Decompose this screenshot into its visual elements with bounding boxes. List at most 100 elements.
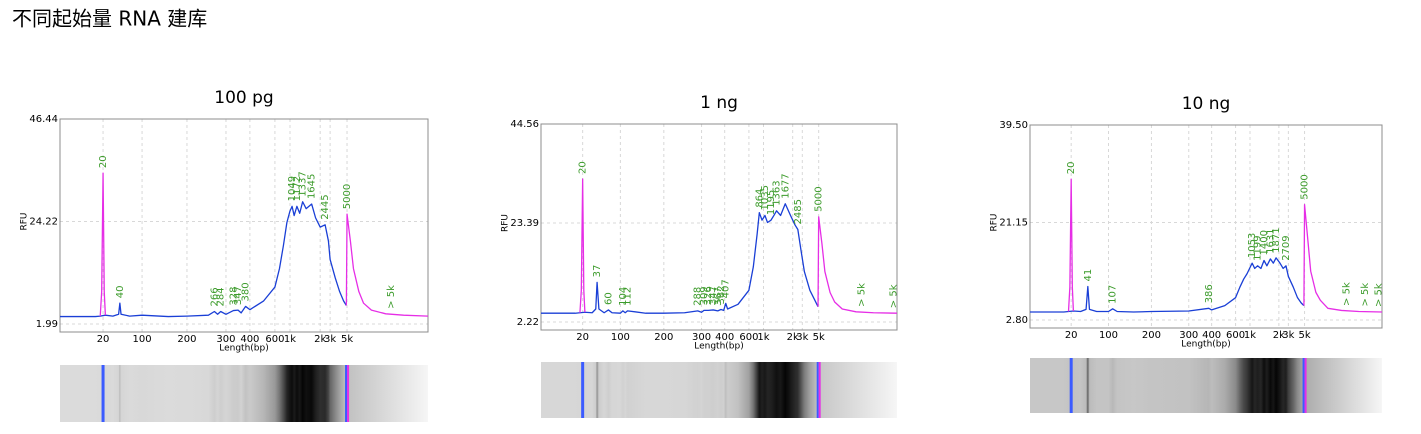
gel-image (60, 365, 428, 422)
trace-line (1067, 178, 1075, 312)
x-tick-label: 400 (1202, 330, 1221, 341)
peak-label: > 5k (888, 284, 899, 308)
x-tick-label: 2k (787, 332, 799, 343)
gel-image (1030, 358, 1382, 413)
peak-label: 5000 (342, 184, 353, 209)
peak-label: > 5k (856, 283, 867, 307)
x-tick-label: 300 (1179, 330, 1198, 341)
peak-label: > 5k (386, 285, 397, 309)
peak-label: 40 (115, 285, 126, 298)
peak-label: 266 (209, 287, 220, 306)
peak-label: 20 (1066, 161, 1077, 174)
peak-label: 328 (228, 286, 239, 305)
y-tick-label: 23.39 (510, 218, 539, 229)
x-tick-label: 200 (177, 334, 196, 345)
plot-frame (59, 118, 429, 333)
peak-label: 107 (1108, 285, 1119, 304)
x-tick-label: 5k (341, 334, 353, 345)
panel: 100 pg 1.99 24.22 46.44 20 100 200 300 400 600 1k 2… (20, 88, 429, 422)
x-tick-label: 200 (654, 332, 673, 343)
peak-label: 1195 (766, 190, 777, 215)
peak-label: 1199 (1253, 235, 1264, 260)
peak-label: 1053 (1247, 233, 1258, 258)
x-tick-label: 300 (692, 332, 711, 343)
x-tick-label: 3k (324, 334, 336, 345)
peak-label: 2445 (320, 194, 331, 219)
peak-label: 60 (603, 292, 614, 305)
trace-line (345, 213, 429, 317)
peak-label: 284 (216, 287, 227, 306)
x-tick-label: 20 (576, 332, 589, 343)
x-tick-label: 3k (796, 332, 808, 343)
trace-line (579, 178, 586, 313)
peak-label: > 5k (1360, 283, 1371, 307)
peak-label: > 5k (1342, 282, 1353, 306)
peak-label: 1172 (292, 176, 303, 201)
peak-label: 5000 (814, 186, 825, 211)
y-tick-label: 39.50 (999, 120, 1028, 131)
peak-label: 382 (716, 285, 727, 304)
x-tick-label: 100 (1099, 330, 1118, 341)
peak-label: 20 (98, 155, 109, 168)
x-tick-label: 600 (739, 332, 758, 343)
peak-label: 407 (721, 279, 732, 298)
x-tick-label: 1k (757, 332, 769, 343)
trace-line (99, 172, 107, 317)
y-axis-label: RFU (20, 212, 30, 230)
x-tick-label: 600 (265, 334, 284, 345)
x-tick-label: 2k (1273, 330, 1285, 341)
peak-label: 1645 (307, 174, 318, 199)
y-tick-label: 24.22 (29, 216, 58, 227)
y-axis-label: RFU (501, 214, 511, 232)
y-tick-label: 2.22 (517, 317, 539, 328)
x-tick-label: 600 (1226, 330, 1245, 341)
x-tick-label: 400 (240, 334, 259, 345)
peak-label: 380 (241, 282, 252, 301)
x-axis-label: Length(bp) (694, 342, 744, 352)
peak-label: 347 (708, 286, 719, 305)
x-tick-label: 20 (97, 334, 110, 345)
peak-label: 367 (713, 287, 724, 306)
x-axis-label: Length(bp) (1181, 340, 1231, 350)
y-tick-label: 44.56 (510, 119, 539, 130)
x-axis-label: Length(bp) (219, 344, 269, 354)
peak-label: 41 (1083, 269, 1094, 282)
peak-label: 1871 (1271, 227, 1282, 252)
peak-label: 20 (578, 161, 589, 174)
peak-label: 37 (592, 265, 603, 278)
peak-label: 5000 (1300, 174, 1311, 199)
x-tick-label: 3k (1282, 330, 1294, 341)
peak-label: 1049 (287, 176, 298, 201)
x-tick-label: 100 (133, 334, 152, 345)
panel-title: 100 pg (214, 88, 273, 108)
y-tick-label: 1.99 (36, 319, 58, 330)
peak-label: 2709 (1281, 235, 1292, 260)
peak-label: 112 (622, 287, 633, 306)
peak-label: 1035 (760, 185, 771, 210)
x-tick-label: 1k (1244, 330, 1256, 341)
trace-line (1030, 257, 1305, 313)
y-tick-label: 21.15 (999, 218, 1028, 229)
trace-line (60, 201, 347, 318)
x-tick-label: 1k (284, 334, 296, 345)
peak-label: 1363 (772, 180, 783, 205)
y-tick-label: 2.80 (1006, 315, 1028, 326)
peak-label: 326 (703, 286, 714, 305)
peak-label: 864 (754, 189, 765, 208)
peak-label: 309 (699, 286, 710, 305)
peak-label: 386 (1204, 284, 1215, 303)
x-tick-label: 5k (813, 332, 825, 343)
x-tick-label: 5k (1298, 330, 1310, 341)
page-title: 不同起始量 RNA 建库 (12, 7, 207, 31)
x-tick-label: 20 (1065, 330, 1078, 341)
peak-label: 104 (618, 287, 629, 306)
panel-title: 1 ng (700, 93, 738, 113)
peak-label: > 5k (1373, 283, 1384, 307)
peak-label: 1631 (1265, 228, 1276, 253)
trace-line (541, 203, 819, 314)
peak-label: 1677 (780, 173, 791, 198)
x-tick-label: 400 (715, 332, 734, 343)
